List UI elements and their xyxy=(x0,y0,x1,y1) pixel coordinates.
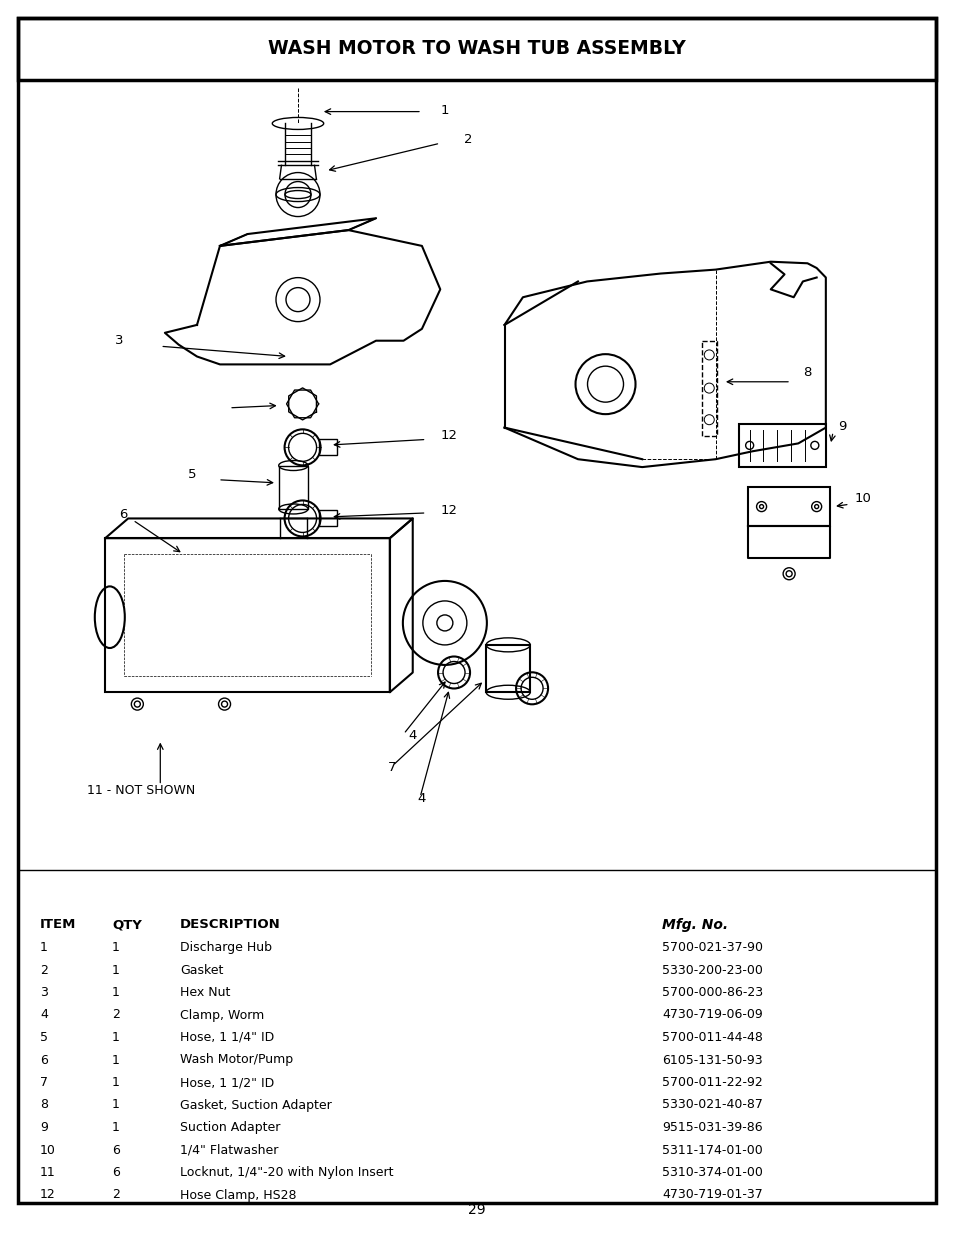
Bar xyxy=(18,19,935,80)
Text: Wash Motor/Pump: Wash Motor/Pump xyxy=(180,1053,293,1067)
Text: 3: 3 xyxy=(40,986,48,999)
Text: Discharge Hub: Discharge Hub xyxy=(180,941,272,953)
Text: 1: 1 xyxy=(112,1053,120,1067)
Text: 7: 7 xyxy=(388,761,396,774)
Text: 7: 7 xyxy=(40,1076,48,1089)
Text: 4: 4 xyxy=(417,793,426,805)
Text: 1: 1 xyxy=(112,986,120,999)
Text: 5700-000-86-23: 5700-000-86-23 xyxy=(661,986,762,999)
Text: Hex Nut: Hex Nut xyxy=(180,986,230,999)
Text: 1: 1 xyxy=(112,941,120,953)
Text: 5: 5 xyxy=(188,468,196,482)
Text: Suction Adapter: Suction Adapter xyxy=(180,1121,280,1134)
Bar xyxy=(318,440,336,456)
Text: 2: 2 xyxy=(112,1188,120,1202)
Text: 5700-011-22-92: 5700-011-22-92 xyxy=(661,1076,762,1089)
Text: 10: 10 xyxy=(40,1144,56,1156)
Text: 9: 9 xyxy=(40,1121,48,1134)
Text: 9: 9 xyxy=(838,420,845,432)
Text: Hose Clamp, HS28: Hose Clamp, HS28 xyxy=(180,1188,296,1202)
Text: Gasket, Suction Adapter: Gasket, Suction Adapter xyxy=(180,1098,332,1112)
Text: 1: 1 xyxy=(112,1076,120,1089)
Text: 2: 2 xyxy=(463,132,472,146)
Bar xyxy=(701,341,716,436)
Bar xyxy=(486,645,530,693)
Text: 4: 4 xyxy=(40,1009,48,1021)
Bar xyxy=(105,538,390,693)
Text: 1/4" Flatwasher: 1/4" Flatwasher xyxy=(180,1144,278,1156)
Text: 4730-719-01-37: 4730-719-01-37 xyxy=(661,1188,762,1202)
Text: 1: 1 xyxy=(112,963,120,977)
Text: Gasket: Gasket xyxy=(180,963,223,977)
Text: QTY: QTY xyxy=(112,919,142,931)
Text: 2: 2 xyxy=(40,963,48,977)
Text: Clamp, Worm: Clamp, Worm xyxy=(180,1009,264,1021)
Text: 12: 12 xyxy=(40,1188,55,1202)
Text: Mfg. No.: Mfg. No. xyxy=(661,918,727,932)
Text: WASH MOTOR TO WASH TUB ASSEMBLY: WASH MOTOR TO WASH TUB ASSEMBLY xyxy=(268,40,685,58)
Text: 8: 8 xyxy=(802,366,811,379)
Bar xyxy=(738,424,825,467)
Text: 5330-200-23-00: 5330-200-23-00 xyxy=(661,963,762,977)
Text: 4730-719-06-09: 4730-719-06-09 xyxy=(661,1009,762,1021)
Text: Hose, 1 1/2" ID: Hose, 1 1/2" ID xyxy=(180,1076,274,1089)
Text: 1: 1 xyxy=(112,1031,120,1044)
Text: 11: 11 xyxy=(40,1166,55,1179)
Text: 5310-374-01-00: 5310-374-01-00 xyxy=(661,1166,762,1179)
Text: 5: 5 xyxy=(40,1031,48,1044)
Text: 6: 6 xyxy=(40,1053,48,1067)
Text: 2: 2 xyxy=(112,1009,120,1021)
Text: 5311-174-01-00: 5311-174-01-00 xyxy=(661,1144,762,1156)
Text: 12: 12 xyxy=(440,504,457,517)
Text: 9515-031-39-86: 9515-031-39-86 xyxy=(661,1121,761,1134)
Text: 10: 10 xyxy=(853,493,870,505)
Bar xyxy=(278,466,308,509)
Text: 5700-021-37-90: 5700-021-37-90 xyxy=(661,941,762,953)
Text: 6105-131-50-93: 6105-131-50-93 xyxy=(661,1053,761,1067)
Text: 1: 1 xyxy=(112,1121,120,1134)
Text: Locknut, 1/4"-20 with Nylon Insert: Locknut, 1/4"-20 with Nylon Insert xyxy=(180,1166,393,1179)
Text: 6: 6 xyxy=(112,1144,120,1156)
Bar xyxy=(747,487,829,526)
Text: 1: 1 xyxy=(40,941,48,953)
Text: 4: 4 xyxy=(408,729,416,742)
Text: 1: 1 xyxy=(440,104,449,116)
Bar xyxy=(318,510,336,526)
Text: 29: 29 xyxy=(468,1203,485,1216)
Text: 6: 6 xyxy=(112,1166,120,1179)
Text: 12: 12 xyxy=(440,429,457,442)
Text: 6: 6 xyxy=(119,508,128,521)
Text: 3: 3 xyxy=(114,335,123,347)
Text: 1: 1 xyxy=(112,1098,120,1112)
Text: 5330-021-40-87: 5330-021-40-87 xyxy=(661,1098,762,1112)
Text: ITEM: ITEM xyxy=(40,919,76,931)
Text: 5700-011-44-48: 5700-011-44-48 xyxy=(661,1031,762,1044)
Text: 8: 8 xyxy=(40,1098,48,1112)
Text: Hose, 1 1/4" ID: Hose, 1 1/4" ID xyxy=(180,1031,274,1044)
Text: 11 - NOT SHOWN: 11 - NOT SHOWN xyxy=(87,784,195,798)
Text: DESCRIPTION: DESCRIPTION xyxy=(180,919,280,931)
